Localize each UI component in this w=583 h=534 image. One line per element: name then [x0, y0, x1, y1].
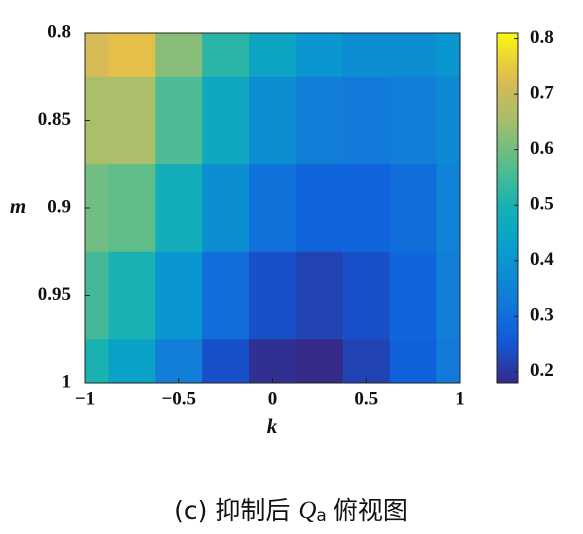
heatmap-cell — [202, 339, 250, 383]
caption-symbol: Q — [298, 497, 316, 524]
colorbar-tick-label: 0.4 — [530, 249, 554, 270]
y-axis-label: m — [10, 194, 26, 218]
heatmap-cell — [202, 251, 250, 340]
caption-subscript: a — [316, 506, 326, 526]
colorbar-tick-label: 0.3 — [530, 305, 554, 326]
heatmap-cell — [436, 76, 460, 165]
heatmap-cell — [155, 76, 203, 165]
x-tick-label: 0 — [268, 388, 278, 409]
heatmap-cell — [389, 164, 438, 253]
heatmap-cell — [295, 339, 344, 383]
caption: (c) 抑制后 Qa 俯视图 — [174, 496, 408, 526]
heatmap-cell — [342, 339, 391, 383]
heatmap-cell — [249, 164, 297, 253]
heatmap-cell — [202, 33, 250, 78]
heatmap-cell — [108, 164, 156, 253]
heatmap-cell — [249, 251, 297, 340]
x-tick-label: 0.5 — [354, 388, 378, 409]
heatmap-cell — [202, 76, 250, 165]
caption-suffix: 俯视图 — [333, 496, 408, 525]
heatmap-cell — [108, 33, 156, 78]
heatmap-cell — [342, 251, 391, 340]
heatmap-cell — [155, 251, 203, 340]
heatmap-cell — [295, 251, 344, 340]
heatmap-cell — [249, 339, 297, 383]
heatmap-cell — [389, 33, 438, 78]
heatmap-cell — [202, 164, 250, 253]
heatmap-cell — [249, 76, 297, 165]
heatmap-cell — [155, 164, 203, 253]
caption-prefix: (c) 抑制后 — [174, 496, 290, 525]
colorbar-tick-label: 0.5 — [530, 194, 554, 215]
x-axis-label: k — [267, 414, 278, 438]
heatmap-cell — [85, 33, 109, 78]
heatmap-cell — [295, 33, 344, 78]
y-tick-label: 0.9 — [47, 196, 71, 217]
heatmap-cell — [389, 251, 438, 340]
colorbar-tick-label: 0.2 — [530, 360, 554, 381]
heatmap-cell — [436, 339, 460, 383]
colorbar-tick-label: 0.7 — [530, 82, 554, 103]
heatmap-cell — [108, 339, 156, 383]
heatmap-cell — [342, 164, 391, 253]
heatmap-cell — [155, 339, 203, 383]
heatmap-cell — [436, 251, 460, 340]
y-tick-label: 0.95 — [38, 284, 71, 305]
y-tick-label: 0.85 — [38, 109, 71, 130]
colorbar-tick-label: 0.8 — [530, 27, 554, 48]
heatmap-cell — [342, 76, 391, 165]
heatmap-cell — [389, 339, 438, 383]
heatmap-cell — [295, 76, 344, 165]
y-tick-label: 0.8 — [47, 21, 71, 42]
heatmap-cell — [436, 164, 460, 253]
x-tick-label: 1 — [455, 388, 465, 409]
heatmap-cell — [108, 251, 156, 340]
heatmap-cell — [436, 33, 460, 78]
heatmap-cell — [155, 33, 203, 78]
heatmap-cell — [295, 164, 344, 253]
colorbar — [496, 32, 519, 384]
heatmap-cell — [85, 164, 109, 253]
heatmap-cell — [85, 251, 109, 340]
heatmap-cell — [342, 33, 391, 78]
colorbar-tick-label: 0.6 — [530, 138, 554, 159]
heatmap — [85, 33, 460, 383]
x-tick-label: −0.5 — [161, 388, 196, 409]
heatmap-cell — [108, 76, 156, 165]
heatmap-cell — [389, 76, 438, 165]
heatmap-cell — [85, 76, 109, 165]
x-tick-label: −1 — [75, 388, 95, 409]
heatmap-cell — [85, 339, 109, 383]
y-tick-label: 1 — [62, 371, 72, 392]
heatmap-cell — [249, 33, 297, 78]
